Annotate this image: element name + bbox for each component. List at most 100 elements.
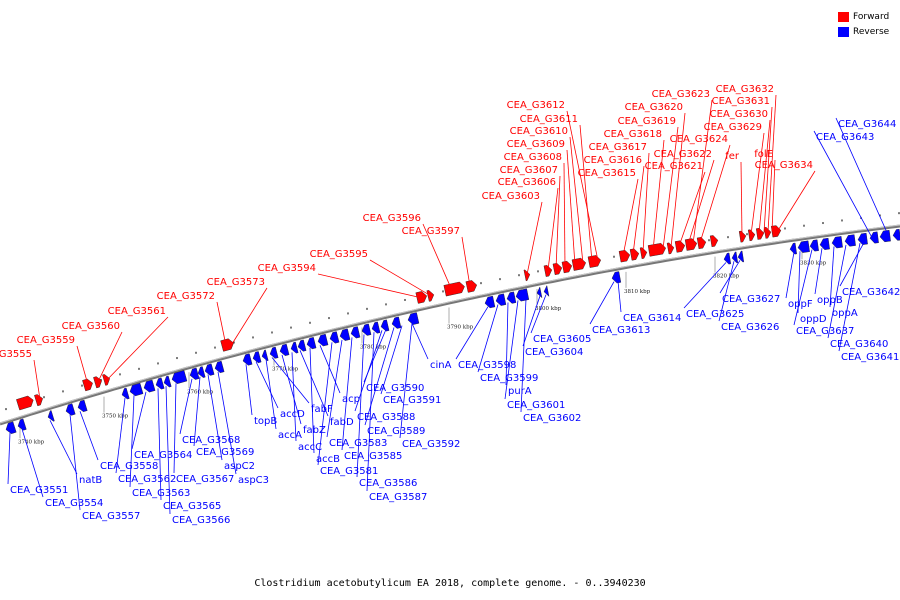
- label-leader-line: [771, 159, 776, 232]
- gene-label: CEA_G3614: [623, 313, 681, 324]
- label-leader-line: [793, 249, 813, 326]
- backbone-line: [0, 224, 900, 426]
- gene-label: CEA_G3569: [196, 447, 254, 458]
- gene-label: CEA_G3608: [504, 152, 562, 163]
- label-leader-line: [652, 139, 665, 251]
- reverse-gene-arrow: [819, 237, 830, 250]
- reverse-gene-arrow: [723, 252, 732, 265]
- forward-gene-arrow: [443, 281, 465, 297]
- label-leader-line: [79, 411, 99, 461]
- gene-label: CEA_G3630: [710, 109, 768, 120]
- gene-label: CEA_G3603: [482, 191, 540, 202]
- label-leader-line: [165, 386, 171, 515]
- label-leader-line: [617, 280, 622, 313]
- label-leader-line: [670, 112, 686, 248]
- label-leader-line: [829, 246, 835, 308]
- forward-gene-arrow: [763, 227, 772, 239]
- forward-gene-arrow: [709, 235, 719, 247]
- gene-label: CEA_G3643: [816, 132, 874, 143]
- gene-label: CEA_G3563: [132, 488, 190, 499]
- gene-label: CEA_G3617: [589, 142, 647, 153]
- backbone-highlight: [0, 224, 900, 424]
- forward-gene-arrow: [415, 291, 427, 304]
- label-leader-line: [317, 273, 421, 298]
- gene-label: CEA_G3606: [498, 177, 556, 188]
- label-leader-line: [245, 364, 253, 416]
- label-leader-line: [797, 251, 801, 314]
- gene-label: CEA_G3644: [838, 119, 896, 130]
- gene-label: fabZ: [303, 425, 326, 436]
- legend-reverse: Reverse: [838, 24, 889, 39]
- reverse-gene-arrow: [306, 337, 317, 350]
- label-leader-line: [326, 339, 343, 438]
- reverse-gene-arrow: [857, 232, 868, 245]
- reverse-gene-arrow: [731, 251, 739, 264]
- reverse-gene-arrow: [121, 387, 130, 400]
- reverse-gene-arrow: [17, 418, 27, 431]
- gene-label: CEA_G3560: [62, 321, 120, 332]
- reverse-gene-arrow: [350, 326, 361, 339]
- reverse-gene-arrow: [129, 382, 144, 397]
- label-leader-line: [49, 420, 78, 475]
- label-leader-line: [129, 395, 135, 488]
- kbp-tick-label: 3830 kbp: [800, 260, 827, 266]
- reverse-gene-arrow: [155, 377, 165, 390]
- gene-label: CEA_G3624: [670, 134, 728, 145]
- forward-gene-arrow: [696, 237, 707, 250]
- gene-label: CEA_G3598: [458, 360, 516, 371]
- forward-gene-arrow: [647, 243, 666, 257]
- label-leader-line: [477, 304, 499, 373]
- gene-label: CEA_G3558: [100, 461, 158, 472]
- reverse-gene-arrow: [252, 351, 262, 364]
- kbp-tick-label: 3810 kbp: [624, 289, 651, 295]
- reverse-gene-arrow: [737, 250, 745, 263]
- gene-label: CEA_G3566: [172, 515, 230, 526]
- gene-label: CEA_G3602: [523, 413, 581, 424]
- label-leaders: [7, 94, 891, 515]
- gene-label: CEA_G3595: [310, 249, 368, 260]
- reverse-gene-arrow: [171, 370, 188, 384]
- gene-label: CEA_G3607: [500, 165, 558, 176]
- label-leader-line: [579, 124, 593, 262]
- reverse-gene-arrow: [290, 341, 299, 354]
- genome-backbone: [0, 224, 900, 426]
- gene-label: cinA: [430, 360, 452, 371]
- reverse-gene-arrow: [380, 319, 390, 332]
- legend: Forward Reverse: [838, 9, 889, 39]
- gene-label: CEA_G3586: [359, 478, 417, 489]
- label-leader-line: [173, 383, 177, 474]
- gene-label: fabF: [311, 404, 333, 415]
- label-leader-line: [687, 159, 715, 245]
- gene-label: aspC2: [224, 461, 255, 472]
- gene-label: CEA_G3631: [712, 96, 770, 107]
- reverse-gene-arrow: [47, 410, 55, 422]
- kbp-tick-label: 3820 kbp: [713, 274, 740, 280]
- kbp-tick-label: 3750 kbp: [102, 414, 129, 420]
- label-leader-line: [131, 391, 147, 450]
- reverse-gene-arrow: [371, 321, 381, 334]
- gene-label: purA: [508, 386, 532, 397]
- label-leader-line: [763, 106, 773, 233]
- gene-label: CEA_G3619: [618, 116, 676, 127]
- label-leader-line: [683, 262, 727, 309]
- label-leader-line: [317, 342, 333, 466]
- gene-label: CEA_G3620: [625, 102, 683, 113]
- gene-label: CEA_G3622: [654, 149, 712, 160]
- kbp-tick-label: 3800 kbp: [535, 306, 562, 312]
- forward-gene-arrow: [666, 242, 675, 255]
- reverse-gene-arrow: [797, 240, 810, 253]
- label-leader-line: [33, 359, 41, 400]
- reverse-gene-arrow: [484, 295, 496, 309]
- label-leader-line: [777, 170, 816, 231]
- reverse-gene-arrow: [543, 284, 550, 297]
- label-leader-line: [835, 117, 891, 240]
- forward-gene-arrow: [755, 228, 765, 240]
- kbp-tick-label: 3790 kbp: [447, 325, 474, 331]
- gene-label: CEA_G3554: [45, 498, 103, 509]
- label-leader-line: [589, 281, 615, 325]
- gene-label: CEA_G3562: [118, 474, 176, 485]
- gene-label: accD: [280, 409, 305, 420]
- label-leader-line: [719, 260, 741, 294]
- label-leader-line: [380, 325, 403, 395]
- label-leader-line: [758, 119, 771, 234]
